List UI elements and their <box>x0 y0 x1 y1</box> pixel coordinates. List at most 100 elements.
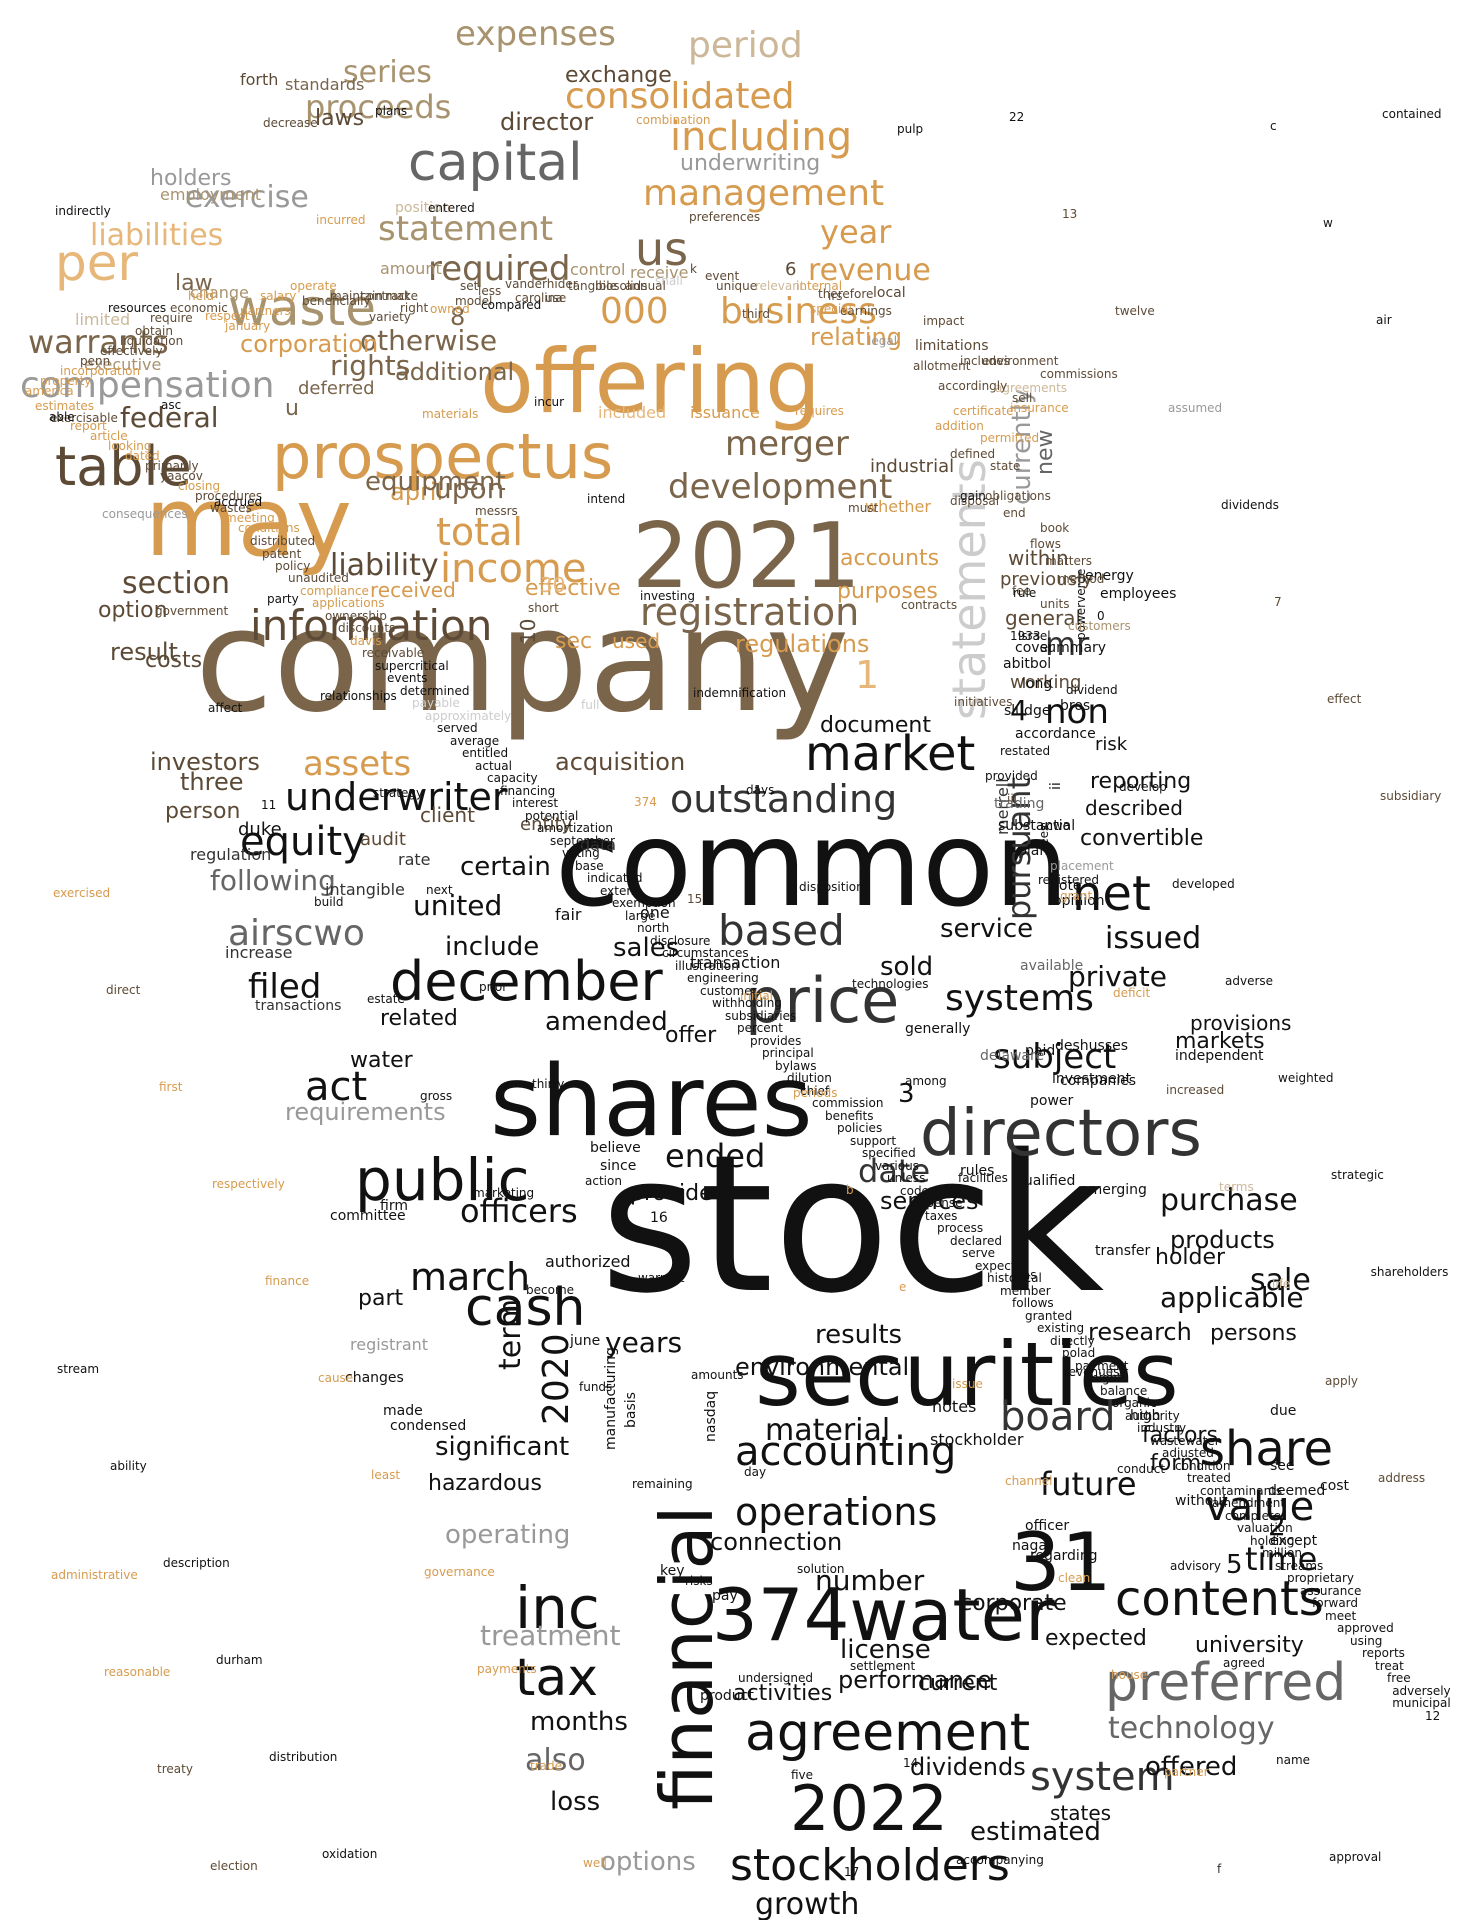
word-paid: paid <box>1025 1043 1055 1059</box>
word-disclosure: disclosure <box>650 934 710 948</box>
word-4: 4 <box>1010 694 1028 727</box>
word-described: described <box>1085 796 1183 820</box>
word-channel: channel <box>1005 1474 1052 1488</box>
word-f: f <box>1217 1862 1222 1876</box>
word-durham: durham <box>216 1653 263 1667</box>
word-products: products <box>1170 1226 1275 1254</box>
word-held: held <box>188 289 214 303</box>
word-assumed: assumed <box>1168 401 1222 415</box>
word-agreements: agreements <box>995 381 1067 395</box>
word-contents: contents <box>1115 1571 1324 1627</box>
word-merrell: merrell <box>993 778 1012 835</box>
word-date: date <box>858 1152 930 1190</box>
word-common: common <box>555 795 1069 933</box>
word-merger: merger <box>725 424 849 464</box>
word-various: various <box>875 1159 919 1173</box>
word-wastewater: wastewater <box>1150 1434 1220 1448</box>
word-underwriter: underwriter <box>285 775 508 819</box>
word-contracts: contracts <box>901 598 957 612</box>
word-currently: currently <box>1007 389 1037 505</box>
word-air: air <box>1376 313 1392 327</box>
word-per: per <box>55 234 139 292</box>
word-scwo: scwo <box>1040 819 1070 833</box>
word-conditions: conditions <box>238 521 300 535</box>
word-looking: looking <box>108 439 152 453</box>
word-power: power <box>1030 1093 1074 1109</box>
word-distributed: distributed <box>250 534 315 548</box>
word-rights: rights <box>330 349 410 382</box>
word-also: also <box>525 1743 586 1778</box>
word-maintain: maintain <box>330 289 383 303</box>
word-made: made <box>383 1403 423 1419</box>
word-liability: liability <box>330 548 439 583</box>
word-support: support <box>850 1134 896 1148</box>
word-offer: offer <box>665 1023 717 1048</box>
word-effectively: effectively <box>100 344 163 358</box>
word-equipment: equipment <box>365 467 506 497</box>
word-well: well <box>583 1856 607 1870</box>
word-2022: 2022 <box>790 1772 948 1845</box>
word-table: table <box>55 435 192 498</box>
word-exercisable: exercisable <box>50 411 118 425</box>
word-sale: sale <box>1250 1263 1311 1298</box>
word-expense: expense <box>912 1196 963 1210</box>
word-fees: fees <box>1037 825 1051 850</box>
word-customer: customer <box>700 984 757 998</box>
word-ownership: ownership <box>325 609 387 623</box>
word-issued: issued <box>1105 921 1201 956</box>
word-treated: treated <box>1187 1471 1231 1485</box>
word-hazardous: hazardous <box>428 1471 542 1496</box>
word-settlement: settlement <box>850 1659 915 1673</box>
word-partners: partners <box>240 304 291 318</box>
word-airscwo: airscwo <box>228 913 365 954</box>
word-among: among <box>905 1074 947 1088</box>
word-pfas: pfas <box>1011 1268 1036 1282</box>
word-changes: changes <box>345 1370 404 1386</box>
word-streams: streams <box>1275 1559 1323 1573</box>
word-commission: commission <box>812 1096 883 1110</box>
word-cost: cost <box>1320 1478 1350 1494</box>
word-except: except <box>1270 1533 1318 1549</box>
word-sec: sec <box>555 629 592 654</box>
word-available: available <box>1020 958 1083 974</box>
word-investors: investors <box>150 748 260 776</box>
word-circumstances: circumstances <box>662 946 749 960</box>
word-provided: provided <box>985 769 1038 783</box>
word-trade: trade <box>530 1759 562 1773</box>
word-entity: entity <box>520 814 573 835</box>
word-procedures: procedures <box>195 489 262 503</box>
word-action: action <box>585 1174 622 1188</box>
word-time: time <box>1245 1540 1317 1578</box>
word-condition: condition <box>1175 1459 1230 1473</box>
word-existing: existing <box>1037 1321 1084 1335</box>
word-series: series <box>343 55 432 90</box>
word-property: property <box>40 374 91 388</box>
word-periods: periods <box>793 1086 837 1100</box>
word-pursuant: pursuant <box>1000 777 1038 920</box>
word-transaction: transaction <box>690 953 780 972</box>
word-due: due <box>1270 1403 1296 1419</box>
word-warrants: warrants <box>28 323 169 361</box>
word-treaty: treaty <box>157 1762 193 1776</box>
word-investment: investment <box>1052 1071 1132 1087</box>
word-internal: internal <box>796 279 842 293</box>
word-officers: officers <box>460 1192 578 1230</box>
word-deemed: deemed <box>1268 1483 1325 1499</box>
word-document: document <box>820 713 931 738</box>
word-statement: statement <box>378 209 553 249</box>
word-working: working <box>1010 672 1081 693</box>
word-filed: filed <box>248 967 321 1007</box>
word-intangible: intangible <box>325 880 405 899</box>
word-inc: inc <box>515 1574 600 1642</box>
word-exchange: exchange <box>565 63 672 88</box>
word-exercise: exercise <box>185 180 309 215</box>
word-three: three <box>180 768 244 796</box>
word-7: 7 <box>1274 595 1282 609</box>
word-convertible: convertible <box>1080 826 1203 851</box>
word-shall: shall <box>655 274 683 288</box>
word-w: w <box>1323 216 1333 230</box>
word-issue: issue <box>952 1377 983 1391</box>
word-corporation: corporation <box>240 330 378 358</box>
word-indicated: indicated <box>587 871 643 885</box>
word-revenues: revenues <box>1064 1365 1119 1379</box>
